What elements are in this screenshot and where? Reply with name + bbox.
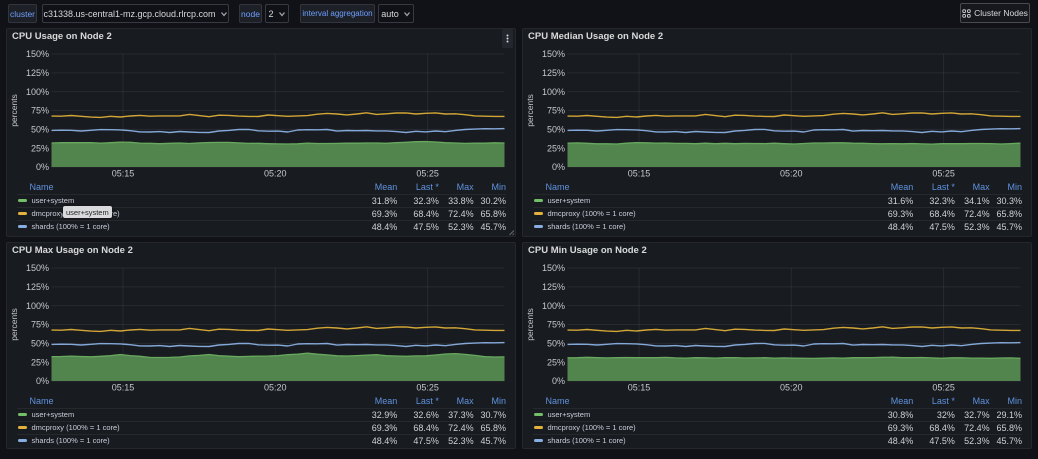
svg-text:0%: 0% — [36, 162, 49, 172]
svg-text:150%: 150% — [26, 49, 49, 59]
svg-text:05:15: 05:15 — [112, 169, 135, 179]
svg-text:05:25: 05:25 — [416, 169, 439, 179]
svg-text:25%: 25% — [547, 357, 565, 367]
svg-text:05:25: 05:25 — [932, 383, 955, 393]
svg-text:25%: 25% — [31, 357, 49, 367]
svg-text:75%: 75% — [31, 106, 49, 116]
svg-text:05:15: 05:15 — [112, 383, 135, 393]
svg-text:percents: percents — [9, 308, 19, 341]
svg-text:100%: 100% — [542, 87, 565, 97]
svg-text:05:25: 05:25 — [416, 383, 439, 393]
svg-text:0%: 0% — [552, 162, 565, 172]
svg-text:05:15: 05:15 — [628, 169, 651, 179]
svg-text:05:15: 05:15 — [628, 383, 651, 393]
svg-text:05:20: 05:20 — [264, 383, 287, 393]
svg-text:25%: 25% — [31, 143, 49, 153]
svg-text:25%: 25% — [547, 143, 565, 153]
svg-text:125%: 125% — [26, 68, 49, 78]
svg-text:125%: 125% — [542, 68, 565, 78]
svg-text:0%: 0% — [36, 376, 49, 386]
svg-text:50%: 50% — [547, 125, 565, 135]
svg-text:50%: 50% — [547, 339, 565, 349]
svg-text:150%: 150% — [26, 263, 49, 273]
svg-text:percents: percents — [9, 94, 19, 127]
svg-text:50%: 50% — [31, 125, 49, 135]
svg-text:75%: 75% — [31, 320, 49, 330]
svg-text:125%: 125% — [26, 282, 49, 292]
svg-text:75%: 75% — [547, 320, 565, 330]
svg-text:150%: 150% — [542, 49, 565, 59]
svg-text:100%: 100% — [26, 301, 49, 311]
svg-text:50%: 50% — [31, 339, 49, 349]
svg-text:75%: 75% — [547, 106, 565, 116]
svg-text:percents: percents — [525, 94, 535, 127]
svg-text:05:20: 05:20 — [780, 169, 803, 179]
svg-text:05:20: 05:20 — [780, 383, 803, 393]
svg-text:100%: 100% — [26, 87, 49, 97]
svg-text:05:25: 05:25 — [932, 169, 955, 179]
svg-text:percents: percents — [525, 308, 535, 341]
svg-text:150%: 150% — [542, 263, 565, 273]
svg-text:0%: 0% — [552, 376, 565, 386]
svg-text:05:20: 05:20 — [264, 169, 287, 179]
svg-text:100%: 100% — [542, 301, 565, 311]
svg-text:125%: 125% — [542, 282, 565, 292]
